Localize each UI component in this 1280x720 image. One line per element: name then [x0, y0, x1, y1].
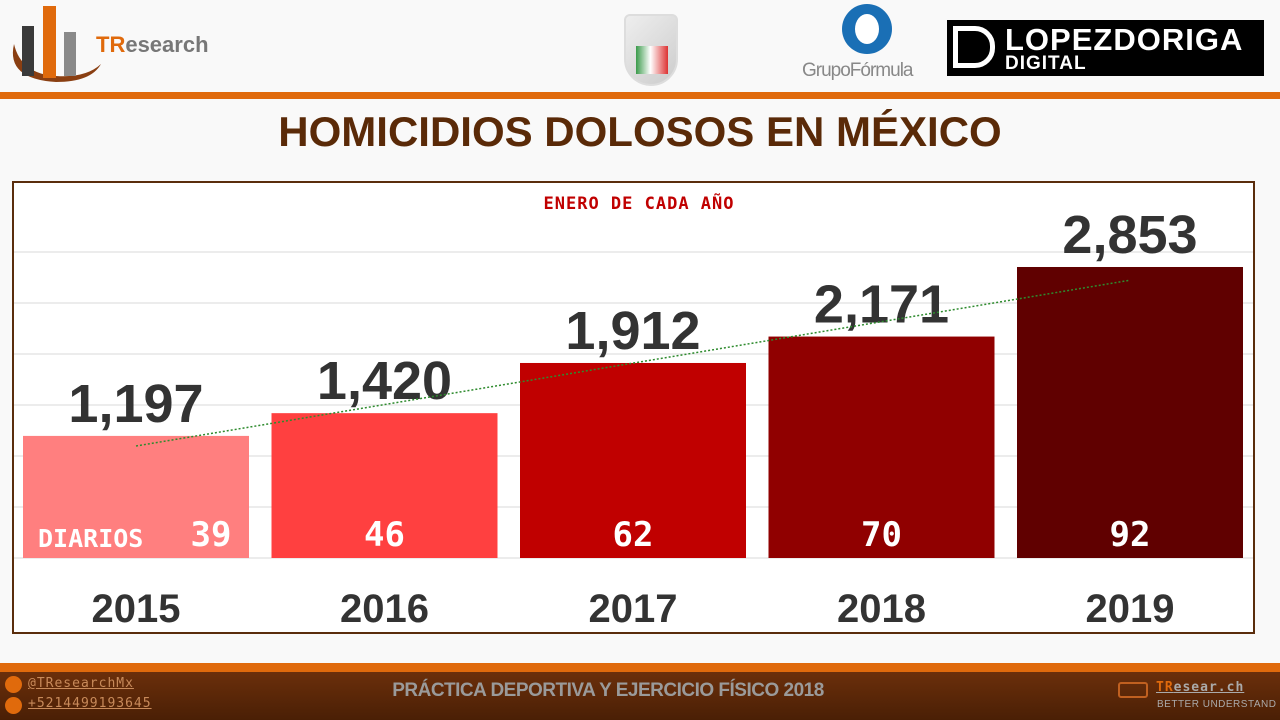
- daily-value: 39: [191, 515, 232, 555]
- bar-2015: [23, 435, 249, 558]
- page-title: HOMICIDIOS DOLOSOS EN MÉXICO: [278, 108, 1002, 155]
- category-label: 2019: [1086, 587, 1175, 631]
- footer: @TResearchMx +5214499193645 PRÁCTICA DEP…: [0, 672, 1280, 720]
- bar-2017: [520, 362, 746, 558]
- daily-value: 70: [861, 515, 902, 555]
- bars-logo-icon: [12, 6, 101, 82]
- footer-caption: PRÁCTICA DEPORTIVA Y EJERCICIO FÍSICO 20…: [392, 680, 824, 701]
- value-label: 1,197: [68, 374, 203, 434]
- twitter-handle-link[interactable]: @TResearchMx: [28, 676, 134, 691]
- value-label: 1,912: [565, 301, 700, 361]
- bar-2019: [1017, 266, 1243, 558]
- chart-subtitle: ENERO DE CADA AÑO: [544, 191, 735, 214]
- sesnsp-shield-logo: [624, 14, 678, 86]
- tagline: BETTER UNDERSTAND: [1157, 699, 1277, 710]
- daily-value: 92: [1110, 515, 1151, 555]
- bar-2018: [768, 336, 995, 558]
- value-label: 2,171: [814, 275, 949, 335]
- category-label: 2018: [837, 587, 926, 631]
- category-label: 2016: [340, 587, 429, 631]
- daily-label: DIARIOS: [38, 524, 143, 553]
- tresearch-logo: TResearch: [6, 4, 209, 86]
- twitter-icon: [5, 676, 22, 693]
- category-label: 2015: [92, 587, 181, 631]
- category-label: 2017: [589, 587, 678, 631]
- tresearch-wordmark: TResearch: [96, 32, 209, 57]
- daily-value: 46: [364, 515, 405, 555]
- whatsapp-icon: [5, 697, 22, 714]
- lopezdoriga-digital-logo: LOPEZDORIGA DIGITAL: [947, 20, 1264, 76]
- grupo-formula-logo: GrupoFórmula: [800, 4, 936, 84]
- value-label: 1,420: [317, 351, 452, 411]
- footer-divider: [0, 663, 1280, 672]
- www-search-icon: [1118, 682, 1148, 698]
- bar-2016: [271, 413, 498, 558]
- phone-link[interactable]: +5214499193645: [28, 696, 152, 711]
- header-divider: [0, 92, 1280, 99]
- daily-value: 62: [613, 515, 654, 555]
- site-link[interactable]: TResear.ch: [1156, 680, 1245, 695]
- value-label: 2,853: [1062, 205, 1197, 265]
